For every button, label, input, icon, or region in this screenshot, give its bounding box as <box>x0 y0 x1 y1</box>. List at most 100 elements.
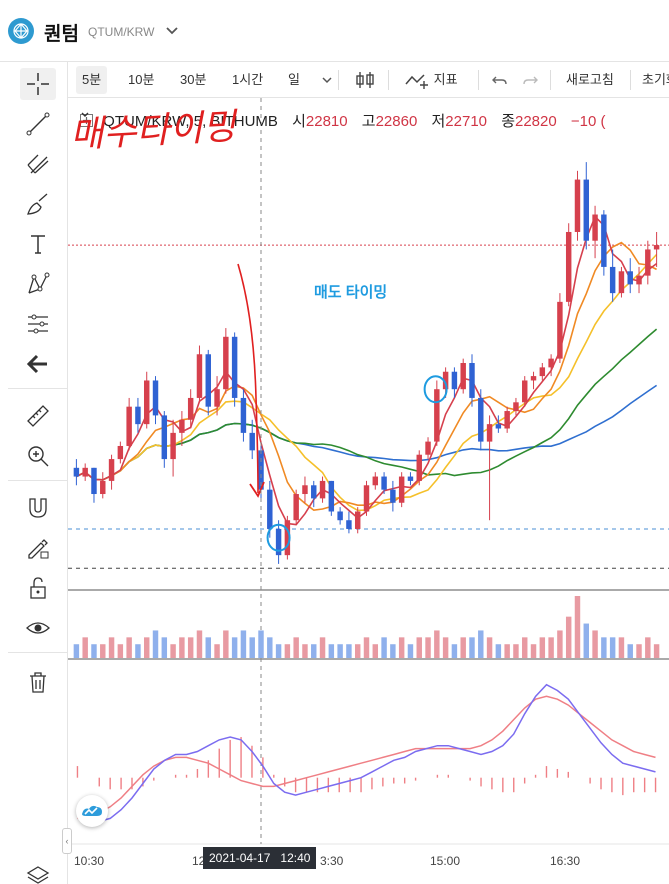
volume-bar <box>539 637 546 658</box>
low-value: 22710 <box>445 113 488 130</box>
candle-body <box>530 376 537 381</box>
symbol-chevron-icon[interactable] <box>80 110 90 120</box>
volume-bar <box>249 637 255 658</box>
candle-body <box>416 454 422 481</box>
legend-symbol[interactable]: QTUM/KRW, 5, BITHUMB <box>103 113 278 130</box>
text-tool-icon[interactable] <box>20 228 56 260</box>
interval-1h-button[interactable]: 1시간 <box>232 72 264 87</box>
volume-bar <box>143 637 150 658</box>
magnet-icon[interactable] <box>20 492 56 524</box>
candle-body <box>653 245 660 250</box>
volume-bar <box>469 637 475 658</box>
volume-bar <box>390 644 396 658</box>
volume-bar <box>486 637 493 658</box>
candle-style-icon[interactable] <box>350 66 380 94</box>
volume-bar <box>548 637 554 658</box>
volume-bar <box>135 644 141 658</box>
eye-icon[interactable] <box>20 612 56 644</box>
indicator-button[interactable]: 지표 <box>400 66 462 94</box>
volume-bar <box>205 637 211 658</box>
candle-body <box>539 367 546 377</box>
change-value: −10 ( <box>570 113 606 130</box>
toolbox-divider <box>8 652 68 653</box>
trend-line-tool-icon[interactable] <box>20 108 56 140</box>
candle-body <box>337 511 343 521</box>
projection-tool-icon[interactable] <box>20 308 56 340</box>
volume-bar <box>231 637 238 658</box>
collapse-toolbox-handle[interactable]: ‹ <box>62 828 72 854</box>
zoom-in-icon[interactable] <box>20 440 56 472</box>
coin-pair[interactable]: QTUM/KRW <box>88 25 155 39</box>
chart-logo-icon[interactable] <box>76 795 108 827</box>
candle-body <box>372 476 379 486</box>
volume-bar <box>653 644 660 658</box>
back-arrow-icon[interactable] <box>20 348 56 380</box>
chart-canvas[interactable] <box>68 98 669 884</box>
volume-bar <box>618 637 625 658</box>
volume-bar <box>574 596 581 658</box>
candle-body <box>407 476 414 481</box>
candle-body <box>354 511 361 529</box>
undo-icon[interactable] <box>486 66 514 94</box>
volume-bar <box>645 637 651 658</box>
candle-body <box>319 480 326 499</box>
volume-bar <box>513 644 519 658</box>
volume-bar <box>337 644 343 658</box>
interval-5m-button[interactable]: 5분 <box>76 66 108 94</box>
volume-bar <box>214 644 220 658</box>
candle-body <box>100 480 106 495</box>
volume-bar <box>126 637 132 658</box>
redo-icon[interactable] <box>516 66 544 94</box>
ruler-tool-icon[interactable] <box>20 400 56 432</box>
volume-bar <box>275 644 282 658</box>
price-chart[interactable]: QTUM/KRW, 5, BITHUMB 시22810 고22860 저2271… <box>68 98 669 884</box>
fib-tool-icon[interactable] <box>20 148 56 180</box>
pattern-tool-icon[interactable] <box>20 268 56 300</box>
brush-tool-icon[interactable] <box>20 188 56 220</box>
interval-10m-button[interactable]: 10분 <box>128 72 155 87</box>
unlock-icon[interactable] <box>20 572 56 604</box>
chevron-down-icon[interactable] <box>164 22 180 38</box>
high-value: 22860 <box>375 113 418 130</box>
candle-body <box>73 467 80 477</box>
toolbox-divider <box>8 388 68 389</box>
candle-body <box>275 528 282 556</box>
volume-bar <box>179 637 185 658</box>
volume-bar <box>161 637 168 658</box>
lock-drawing-icon[interactable] <box>20 532 56 564</box>
candle-body <box>179 419 185 433</box>
candle-body <box>565 231 572 302</box>
refresh-button[interactable]: 새로고침 <box>566 72 614 87</box>
interval-30m-button[interactable]: 30분 <box>180 72 207 87</box>
crosshair-date: 2021-04-17 <box>209 851 271 865</box>
indicator-label: 지표 <box>433 72 458 87</box>
crosshair-tool-icon[interactable] <box>20 68 56 100</box>
volume-bar <box>592 630 598 658</box>
buy-timing-text: 매수타이밍 <box>69 106 239 156</box>
candle-body <box>143 380 150 425</box>
volume-bar <box>152 630 159 658</box>
sell-point-circle <box>423 375 448 404</box>
volume-bar <box>170 644 176 658</box>
interval-dropdown-chevron-icon[interactable] <box>314 66 340 94</box>
candle-body <box>583 179 590 241</box>
candle-body <box>478 397 484 442</box>
candle-body <box>609 266 616 294</box>
volume-bar <box>354 644 361 658</box>
trash-icon[interactable] <box>20 666 56 698</box>
candle-body <box>451 371 458 390</box>
interval-day-button[interactable]: 일 <box>288 72 300 87</box>
volume-bar <box>478 630 484 658</box>
buy-arrowhead <box>249 481 265 498</box>
chart-toolbar: 5분 10분 30분 1시간 일 지표 <box>68 62 669 98</box>
open-label: 시 <box>292 113 306 130</box>
volume-bar <box>583 623 590 658</box>
volume-bar <box>284 644 291 658</box>
layers-icon[interactable] <box>20 858 56 884</box>
candle-body <box>522 380 528 403</box>
volume-bar <box>609 637 616 658</box>
candle-body <box>249 432 255 451</box>
coin-name[interactable]: 퀀텀 <box>44 24 79 45</box>
reset-button[interactable]: 초기화 <box>642 72 669 87</box>
candle-body <box>390 489 396 503</box>
